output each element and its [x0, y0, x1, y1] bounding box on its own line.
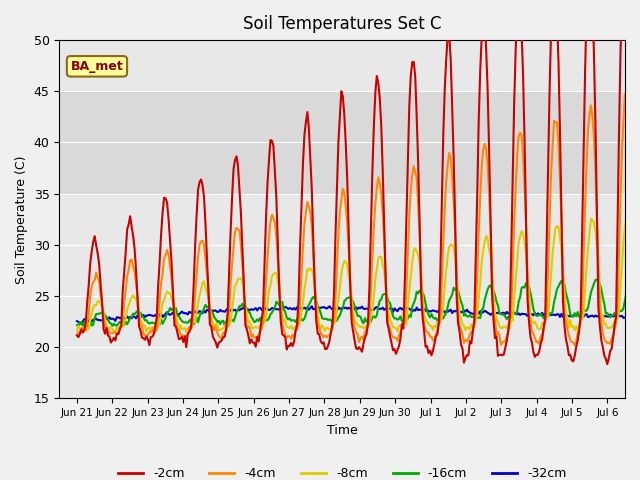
Title: Soil Temperatures Set C: Soil Temperatures Set C	[243, 15, 442, 33]
Legend: -2cm, -4cm, -8cm, -16cm, -32cm: -2cm, -4cm, -8cm, -16cm, -32cm	[113, 462, 572, 480]
Y-axis label: Soil Temperature (C): Soil Temperature (C)	[15, 155, 28, 284]
Bar	[60, 91, 625, 193]
Text: BA_met: BA_met	[70, 60, 124, 73]
X-axis label: Time: Time	[327, 424, 358, 437]
